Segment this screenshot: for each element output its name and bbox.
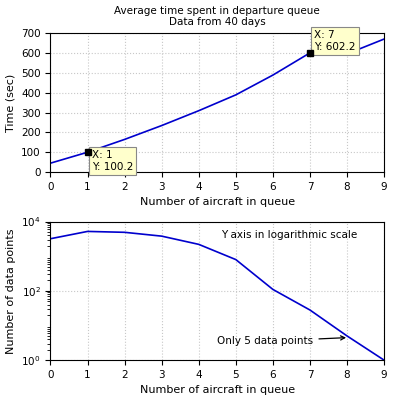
X-axis label: Number of aircraft in queue: Number of aircraft in queue <box>140 385 295 395</box>
Y-axis label: Number of data points: Number of data points <box>6 228 16 354</box>
Text: Y axis in logarithmic scale: Y axis in logarithmic scale <box>221 230 357 240</box>
X-axis label: Number of aircraft in queue: Number of aircraft in queue <box>140 197 295 207</box>
Y-axis label: Time (sec): Time (sec) <box>6 74 16 132</box>
Title: Average time spent in departure queue
Data from 40 days: Average time spent in departure queue Da… <box>114 6 320 27</box>
Text: Only 5 data points: Only 5 data points <box>217 336 345 346</box>
Text: X: 7
Y: 602.2: X: 7 Y: 602.2 <box>314 30 356 52</box>
Text: X: 1
Y: 100.2: X: 1 Y: 100.2 <box>92 150 133 172</box>
